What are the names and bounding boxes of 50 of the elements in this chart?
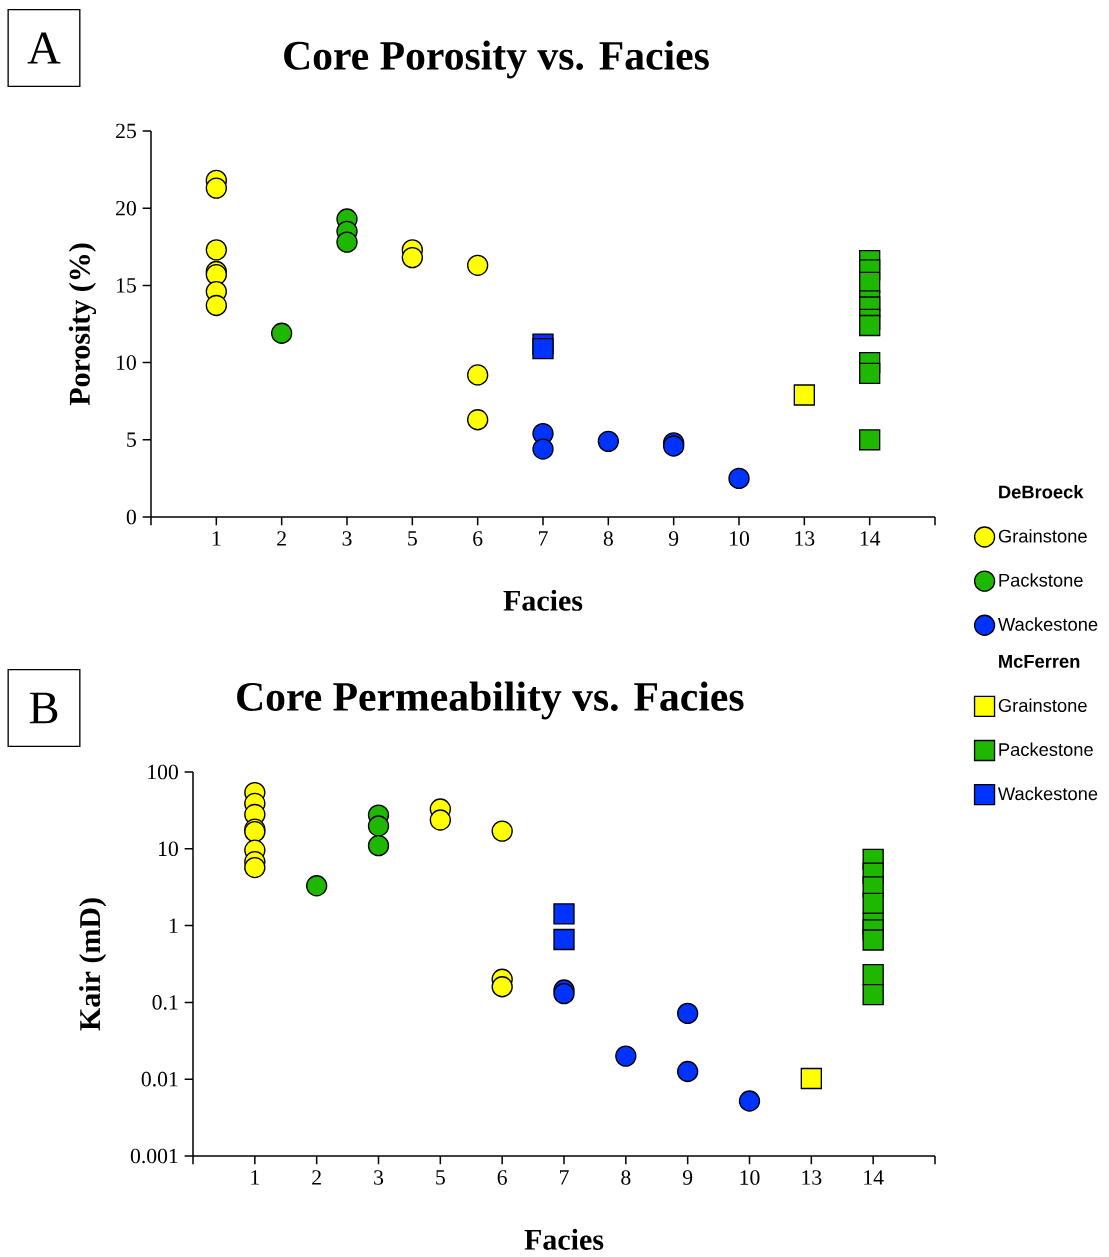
y-tick-label: 0.1 <box>152 995 178 1010</box>
y-tick-label: 10 <box>159 841 178 857</box>
y-tick-label: 5 <box>127 432 136 447</box>
x-tick-label: 6 <box>497 1170 507 1185</box>
y-tick-label: 100 <box>148 764 178 780</box>
legend-label: Grainstone <box>998 529 1087 543</box>
chart-title: Core Permeability vs. Facies <box>237 681 744 720</box>
y-tick-label: 20 <box>116 200 136 216</box>
legend-title: McFerren <box>999 655 1080 668</box>
x-tick-label: 3 <box>374 1170 384 1185</box>
y-axis-title: Kair (mD) <box>79 898 107 1031</box>
chart-title: Core Porosity vs. Facies <box>284 40 709 79</box>
y-tick-label: 1 <box>169 918 178 933</box>
x-tick-label: 13 <box>795 531 815 546</box>
y-tick-label: 15 <box>117 278 136 293</box>
legend-label: Wackestone <box>997 786 1098 801</box>
x-tick-label: 2 <box>277 531 286 546</box>
x-axis-title: Facies <box>524 1228 604 1250</box>
x-tick-label: 14 <box>864 1170 884 1185</box>
x-tick-label: 9 <box>668 531 679 546</box>
x-tick-label: 8 <box>621 1170 631 1185</box>
x-tick-label: 3 <box>342 531 352 546</box>
x-tick-label: 14 <box>860 531 881 546</box>
text: A <box>27 32 61 64</box>
x-tick-label: 5 <box>408 531 417 546</box>
x-tick-label: 10 <box>730 531 750 546</box>
x-tick-label: 13 <box>802 1170 822 1185</box>
legend-title: DeBroeck <box>999 485 1084 499</box>
x-axis-title: Facies <box>503 589 583 611</box>
x-tick-label: 1 <box>212 531 221 546</box>
x-tick-label: 1 <box>251 1170 259 1185</box>
y-tick-label: 0.001 <box>130 1148 178 1164</box>
y-tick-label: 10 <box>117 355 136 370</box>
x-tick-label: 10 <box>740 1170 760 1185</box>
y-axis-title: Porosity (%) <box>68 243 97 406</box>
text: B <box>29 692 58 724</box>
x-tick-label: 2 <box>312 1170 321 1185</box>
y-tick-label: 0.01 <box>141 1071 178 1087</box>
x-tick-label: 8 <box>603 531 613 546</box>
x-tick-label: 5 <box>436 1170 445 1185</box>
x-tick-label: 7 <box>560 1170 569 1185</box>
legend-label: Grainstone <box>998 698 1087 712</box>
y-tick-label: 25 <box>116 123 136 139</box>
legend-label: Packstone <box>999 573 1083 587</box>
legend-label: Packestone <box>999 742 1093 757</box>
x-tick-label: 6 <box>473 531 483 546</box>
x-tick-label: 9 <box>682 1170 693 1185</box>
legend-label: Wackestone <box>998 617 1098 631</box>
y-tick-label: 0 <box>126 509 136 525</box>
x-tick-label: 7 <box>539 531 548 546</box>
